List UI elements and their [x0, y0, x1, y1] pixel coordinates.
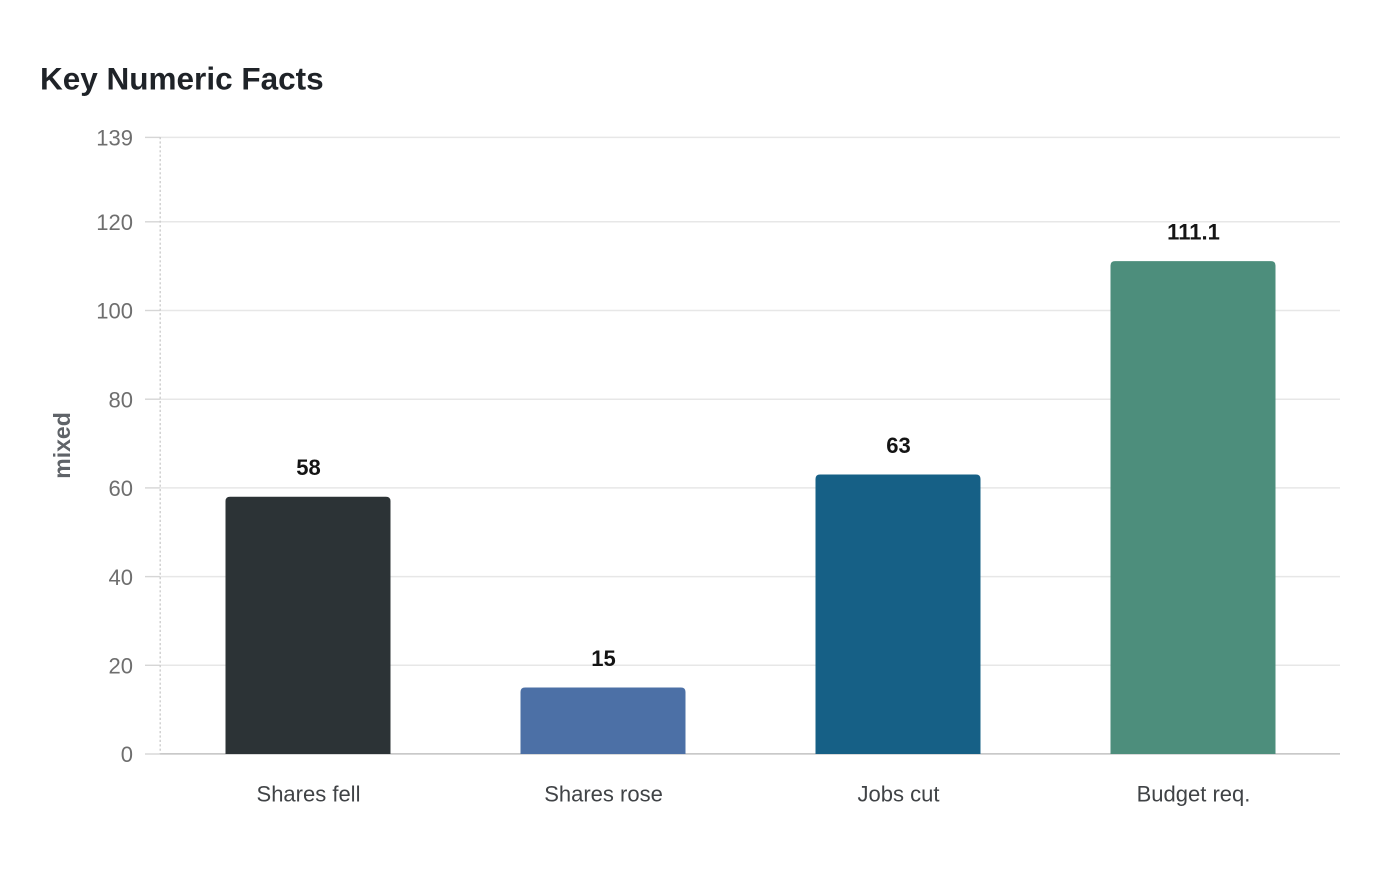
svg-text:120: 120	[96, 210, 133, 235]
svg-text:Jobs cut: Jobs cut	[858, 781, 940, 806]
svg-text:mixed: mixed	[49, 412, 75, 478]
svg-text:58: 58	[296, 455, 320, 480]
svg-text:Budget req.: Budget req.	[1137, 781, 1251, 806]
svg-text:40: 40	[109, 565, 133, 590]
svg-text:139: 139	[96, 126, 133, 151]
svg-text:111.1: 111.1	[1167, 220, 1220, 245]
svg-text:63: 63	[886, 433, 910, 458]
svg-text:Shares rose: Shares rose	[544, 781, 663, 806]
svg-text:15: 15	[591, 646, 615, 671]
svg-text:80: 80	[109, 387, 133, 412]
svg-text:20: 20	[109, 654, 133, 679]
svg-text:100: 100	[96, 299, 133, 324]
svg-text:Key Numeric Facts: Key Numeric Facts	[40, 61, 324, 97]
svg-text:Shares fell: Shares fell	[257, 781, 361, 806]
svg-text:60: 60	[109, 476, 133, 501]
svg-text:0: 0	[121, 742, 133, 767]
